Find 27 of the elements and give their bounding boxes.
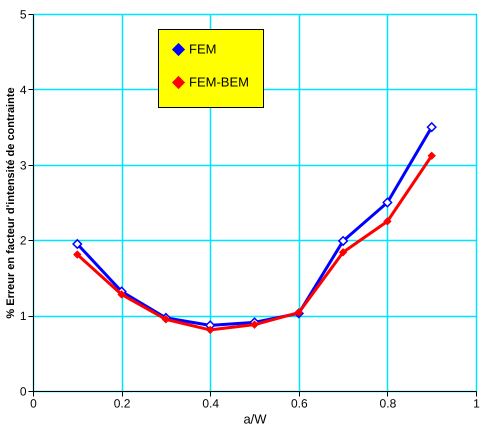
- x-axis-title: a/W: [243, 412, 268, 426]
- y-tick-label: 5: [20, 8, 27, 22]
- y-tick-label: 3: [20, 158, 27, 172]
- point: [338, 236, 348, 246]
- x-tick-label: 1: [473, 396, 480, 410]
- point: [428, 152, 436, 160]
- point: [426, 122, 437, 132]
- point: [382, 198, 392, 208]
- y-tick-label: 1: [20, 309, 27, 324]
- legend-label: FEM: [189, 42, 216, 56]
- x-tick-label: 0.8: [380, 396, 397, 410]
- x-tick-label: 0.6: [290, 396, 308, 410]
- point: [117, 290, 126, 299]
- point: [72, 239, 82, 249]
- x-tick-label: 0.2: [114, 396, 131, 410]
- point: [383, 217, 392, 226]
- y-tick-label: 2: [20, 234, 27, 248]
- legend-label: FEM-BEM: [189, 74, 249, 90]
- point: [162, 315, 170, 324]
- x-tick-label: 0.4: [202, 396, 220, 410]
- y-axis-title: % Erreur en facteur d'intensité de contrainte: [4, 87, 17, 319]
- y-tick-label: 0: [20, 384, 27, 398]
- y-tick-label: 4: [20, 82, 27, 97]
- point: [206, 326, 214, 334]
- point: [338, 248, 348, 256]
- point: [73, 250, 82, 259]
- x-tick-label: 0: [30, 396, 38, 410]
